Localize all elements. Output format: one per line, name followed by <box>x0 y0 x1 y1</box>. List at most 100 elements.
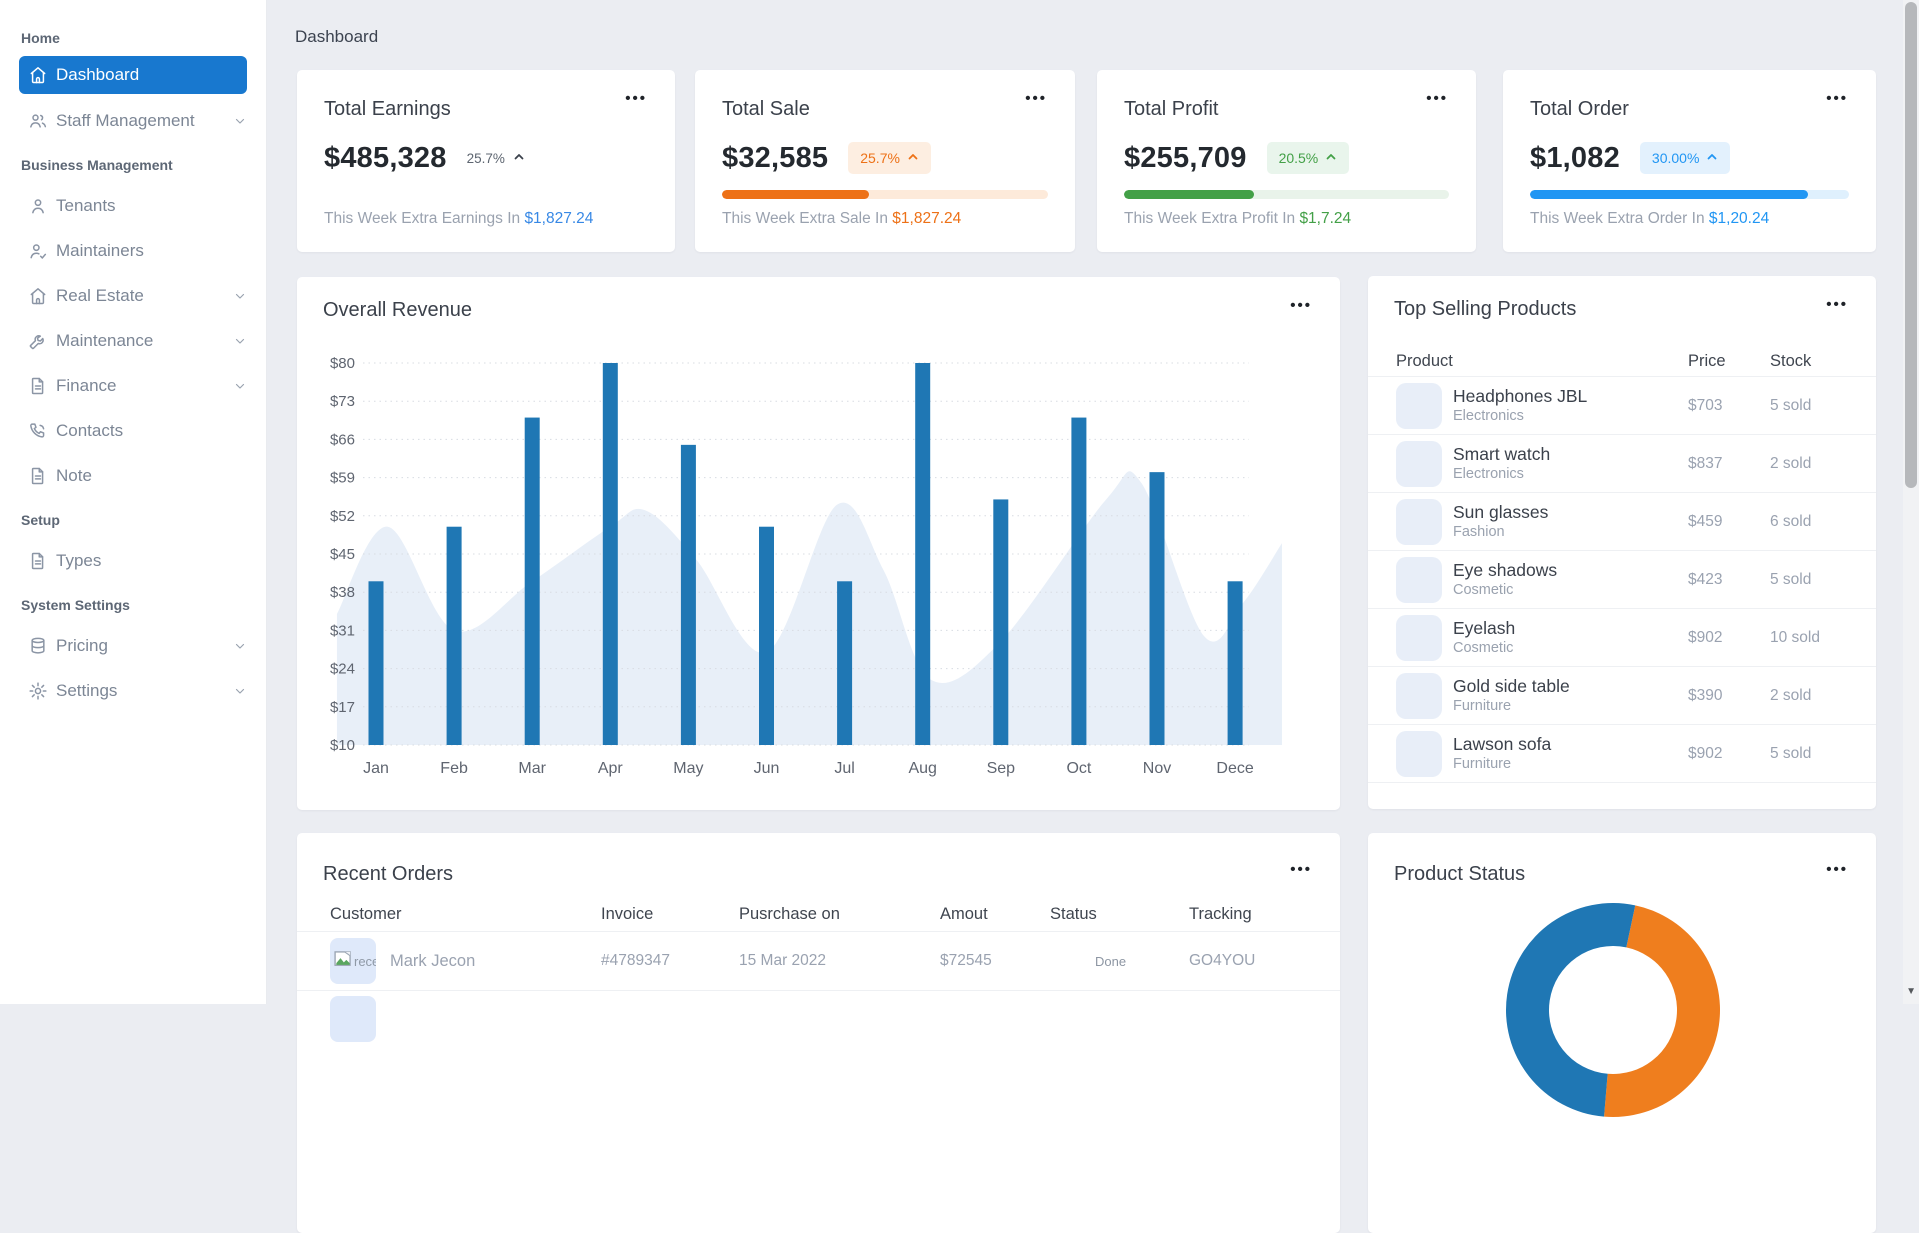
x-axis-tick-label: May <box>673 760 703 777</box>
order-amount: $72545 <box>940 952 992 969</box>
product-stock: 5 sold <box>1770 396 1812 414</box>
percent-value: 30.00% <box>1651 150 1700 166</box>
wrench-icon <box>28 331 48 351</box>
sidebar-item-maintainers[interactable]: Maintainers <box>0 228 266 273</box>
product-row-eyelash[interactable]: Eyelash Cosmetic $902 10 sold <box>1368 608 1876 666</box>
percent-badge: 20.5% <box>1266 142 1350 174</box>
vertical-scrollbar-thumb[interactable] <box>1905 2 1917 488</box>
product-price: $423 <box>1688 570 1723 588</box>
progress-fill <box>722 190 869 199</box>
progress-bar <box>1530 190 1849 199</box>
stat-card-note: This Week Extra Earnings In $1,827.24 <box>324 210 593 228</box>
progress-fill <box>1124 190 1254 199</box>
card-menu-dots[interactable]: ••• <box>1826 90 1848 107</box>
product-category: Electronics <box>1453 466 1524 483</box>
card-menu-dots[interactable]: ••• <box>625 90 647 107</box>
progress-bar <box>1124 190 1449 199</box>
sidebar-item-label: Settings <box>56 680 118 700</box>
product-price: $902 <box>1688 628 1723 646</box>
sidebar-item-dashboard[interactable]: Dashboard <box>19 56 247 94</box>
card-menu-dots[interactable]: ••• <box>1025 90 1047 107</box>
product-cell: Lawson sofa Furniture <box>1396 730 1688 777</box>
order-tracking: GO4YOU <box>1189 952 1256 969</box>
sidebar-item-maintenance[interactable]: Maintenance <box>0 318 266 363</box>
sidebar-item-staff-management[interactable]: Staff Management <box>0 98 266 143</box>
product-category: Electronics <box>1453 408 1524 425</box>
order-row-mark-jecon[interactable]: rece Mark Jecon #4789347 15 Mar 2022 $72545 D… <box>297 931 1340 990</box>
sidebar-item-real-estate[interactable]: Real Estate <box>0 273 266 318</box>
note-amount: $1,7.24 <box>1299 210 1352 227</box>
x-axis-tick-label: Aug <box>908 760 936 777</box>
y-axis-tick-label: $66 <box>330 431 355 448</box>
product-row-sun-glasses[interactable]: Sun glasses Fashion $459 6 sold <box>1368 492 1876 550</box>
product-name-block: Smart watch Electronics <box>1453 444 1550 484</box>
panel-menu-dots[interactable]: ••• <box>1826 861 1848 878</box>
product-cell: Eyelash Cosmetic <box>1396 614 1688 661</box>
sidebar-item-contacts[interactable]: Contacts <box>0 408 266 453</box>
panel-menu-dots[interactable]: ••• <box>1826 296 1848 313</box>
note-amount: $1,827.24 <box>892 210 962 227</box>
product-stock: 2 sold <box>1770 454 1812 472</box>
revenue-bar-feb <box>446 526 462 745</box>
panel-title: Top Selling Products <box>1394 298 1577 320</box>
panel-menu-dots[interactable]: ••• <box>1290 861 1312 878</box>
stat-card-total-profit: Total Profit ••• $255,709 20.5% This Week Ex… <box>1097 70 1476 252</box>
user-check-icon <box>28 241 48 261</box>
sidebar-item-finance[interactable]: Finance <box>0 363 266 408</box>
sidebar-item-tenants[interactable]: Tenants <box>0 183 266 228</box>
order-customer-cell: rece Mark Jecon <box>330 938 601 984</box>
sidebar-item-label: Real Estate <box>56 285 144 305</box>
product-stock: 5 sold <box>1770 744 1812 762</box>
sidebar-item-settings[interactable]: Settings <box>0 668 266 713</box>
y-axis-tick-label: $10 <box>330 737 355 754</box>
overall-revenue-chart: $10 $17 $24 $31 $38 $45 $52 $59 $66 $73 $80 Jan Feb M… <box>297 277 1340 810</box>
stat-card-total-order: Total Order ••• $1,082 30.00% This Week Extr… <box>1503 70 1876 252</box>
sidebar-item-pricing[interactable]: Pricing <box>0 623 266 668</box>
stat-card-value-row: $1,082 30.00% <box>1530 138 1731 178</box>
stat-card-title: Total Profit <box>1124 98 1219 120</box>
product-image-placeholder <box>1396 498 1442 545</box>
sidebar-item-types[interactable]: Types <box>0 538 266 583</box>
sidebar-section-label: Setup <box>21 512 60 528</box>
percent-value: 20.5% <box>1278 150 1319 166</box>
product-name: Eye shadows <box>1453 559 1558 580</box>
broken-image-icon <box>333 949 353 974</box>
product-name: Lawson sofa <box>1453 733 1552 754</box>
card-menu-dots[interactable]: ••• <box>1426 90 1448 107</box>
product-row-eye-shadows[interactable]: Eye shadows Cosmetic $423 5 sold <box>1368 550 1876 608</box>
sidebar-item-label: Pricing <box>56 635 108 655</box>
caret-up-icon <box>907 150 919 166</box>
stat-card-value-row: $32,585 25.7% <box>722 138 931 178</box>
scrollbar-down-arrow-icon[interactable]: ▼ <box>1906 986 1916 997</box>
product-category: Furniture <box>1453 756 1512 773</box>
products-column-header-stock: Stock <box>1770 351 1812 370</box>
x-axis-tick-label: Apr <box>598 760 624 777</box>
x-axis-tick-label: Jan <box>363 760 389 777</box>
product-category: Cosmetic <box>1453 640 1514 657</box>
product-row-lawson-sofa[interactable]: Lawson sofa Furniture $902 5 sold <box>1368 724 1876 782</box>
revenue-bar-nov <box>1149 472 1165 745</box>
product-cell: Eye shadows Cosmetic <box>1396 556 1688 603</box>
panel-menu-dots[interactable]: ••• <box>1290 297 1312 314</box>
product-image-placeholder <box>1396 556 1442 603</box>
x-axis-tick-label: Mar <box>518 760 546 777</box>
sidebar-item-label: Dashboard <box>56 65 140 84</box>
x-axis-tick-label: Oct <box>1066 760 1091 777</box>
revenue-bar-sep <box>993 499 1009 745</box>
sidebar-item-note[interactable]: Note <box>0 453 266 498</box>
order-status-badge: Done <box>1095 953 1127 969</box>
revenue-bar-dece <box>1227 581 1243 745</box>
stat-card-total-sale: Total Sale ••• $32,585 25.7% This Week Extra… <box>695 70 1075 252</box>
caret-up-icon <box>1706 150 1718 166</box>
customer-name: Mark Jecon <box>390 951 476 970</box>
product-name: Sun glasses <box>1453 501 1549 522</box>
home-icon <box>28 65 48 85</box>
note-amount: $1,827.24 <box>524 210 594 227</box>
product-name: Smart watch <box>1453 443 1551 464</box>
product-row-gold-side-table[interactable]: Gold side table Furniture $390 2 sold <box>1368 666 1876 724</box>
product-row-smart-watch[interactable]: Smart watch Electronics $837 2 sold <box>1368 434 1876 492</box>
file-icon <box>28 551 48 571</box>
product-row-headphones-jbl[interactable]: Headphones JBL Electronics $703 5 sold <box>1368 376 1876 434</box>
panel-title: Overall Revenue <box>323 299 472 321</box>
orders-column-header-customer: Customer <box>330 904 402 923</box>
